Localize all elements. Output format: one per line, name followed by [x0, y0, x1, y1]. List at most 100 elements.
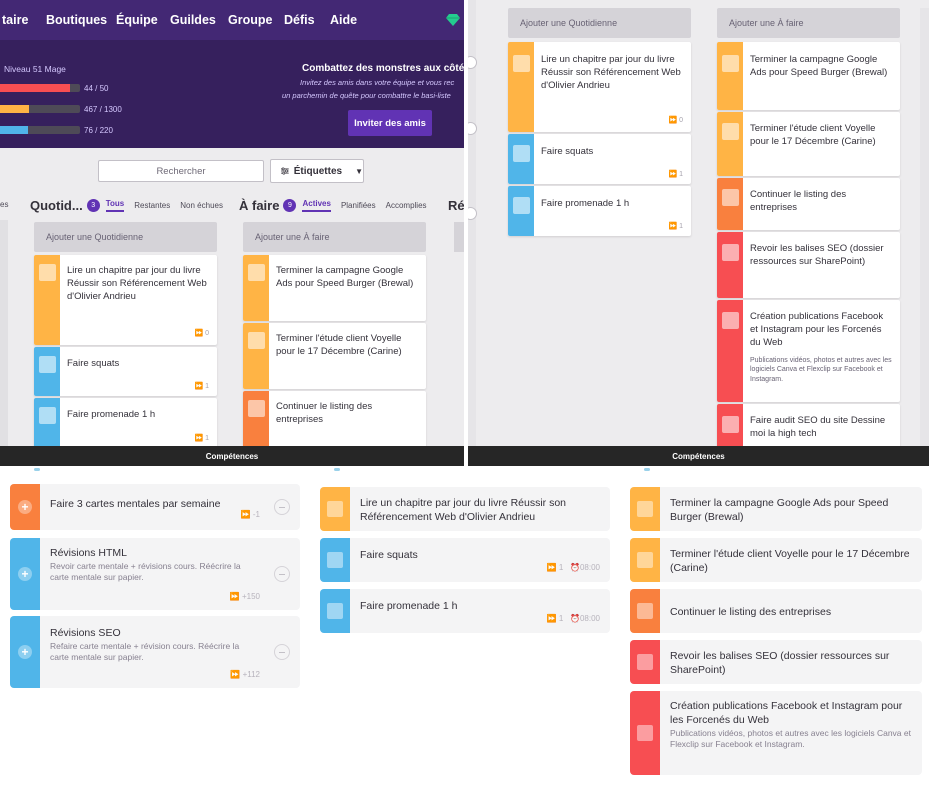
- daily-text: Lire un chapitre par jour du livre Réuss…: [541, 54, 681, 91]
- filter-non-echues[interactable]: Non échues: [180, 201, 223, 210]
- score-toggle-icon[interactable]: [468, 56, 477, 69]
- daily-checkbox[interactable]: [513, 145, 530, 162]
- daily-streak: ⏩ 1: [194, 435, 209, 442]
- minus-icon[interactable]: [274, 499, 290, 515]
- todo-checkbox[interactable]: [722, 312, 739, 329]
- todo-checkbox[interactable]: [637, 725, 653, 741]
- tags-filter-button[interactable]: Étiquettes ▼: [270, 159, 364, 183]
- daily-checkbox[interactable]: [327, 501, 343, 517]
- plus-icon[interactable]: +: [18, 567, 32, 581]
- nav-item-groupe[interactable]: Groupe: [228, 13, 273, 27]
- add-daily-input[interactable]: Ajouter une Quotidienne: [508, 8, 691, 38]
- todo-card[interactable]: Continuer le listing des entreprises: [630, 589, 922, 633]
- chevron-down-icon: ▼: [355, 166, 363, 176]
- todo-card[interactable]: Terminer l'étude client Voyelle pour le …: [717, 112, 900, 176]
- filter-actives[interactable]: Actives: [302, 199, 331, 212]
- todo-card[interactable]: Terminer l'étude client Voyelle pour le …: [630, 538, 922, 582]
- minus-icon[interactable]: [274, 566, 290, 582]
- plus-icon[interactable]: +: [18, 500, 32, 514]
- todo-checkbox[interactable]: [248, 400, 265, 417]
- todo-checkbox[interactable]: [637, 501, 653, 517]
- filter-tous[interactable]: Tous: [105, 199, 125, 212]
- daily-card[interactable]: Faire promenade 1 h ⏩ 1: [34, 398, 217, 448]
- daily-checkbox[interactable]: [39, 356, 56, 373]
- party-banner: Niveau 51 Mage 44 / 50 467 / 1300 76 / 2…: [0, 40, 464, 148]
- todo-card[interactable]: Terminer l'étude client Voyelle pour le …: [243, 323, 426, 389]
- daily-checkbox[interactable]: [327, 552, 343, 568]
- daily-checkbox[interactable]: [39, 407, 56, 424]
- invite-friends-button[interactable]: Inviter des amis: [348, 110, 432, 136]
- nav-item-aide[interactable]: Aide: [330, 13, 358, 27]
- todo-checkbox[interactable]: [637, 552, 653, 568]
- score-toggle-icon[interactable]: [468, 207, 477, 220]
- todo-card[interactable]: Continuer le listing des entreprises: [243, 391, 426, 449]
- daily-checkbox[interactable]: [513, 197, 530, 214]
- daily-card[interactable]: Faire squats ⏩ 1 ⏰08:00: [320, 538, 610, 582]
- scroll-indicator: [644, 468, 650, 471]
- filter-planifiees[interactable]: Planifiées: [340, 201, 376, 210]
- habit-card[interactable]: + Révisions HTML Revoir carte mentale + …: [10, 538, 300, 610]
- daily-card[interactable]: Lire un chapitre par jour du livre Réuss…: [34, 255, 217, 345]
- todo-card[interactable]: Revoir les balises SEO (dossier ressourc…: [717, 232, 900, 298]
- todo-card[interactable]: Continuer le listing des entreprises: [717, 178, 900, 230]
- daily-checkbox[interactable]: [327, 603, 343, 619]
- daily-streak: ⏩ 0: [668, 117, 683, 124]
- habit-card[interactable]: + Révisions SEO Refaire carte mentale + …: [10, 616, 300, 688]
- daily-card[interactable]: Lire un chapitre par jour du livre Réuss…: [508, 42, 691, 132]
- filter-accomplies[interactable]: Accomplies: [385, 201, 427, 210]
- nav-item-defis[interactable]: Défis: [284, 13, 315, 27]
- rewards-title: Ré: [448, 198, 464, 213]
- todo-checkbox[interactable]: [637, 603, 653, 619]
- gem-icon[interactable]: [446, 14, 460, 26]
- todo-card[interactable]: Terminer la campagne Google Ads pour Spe…: [243, 255, 426, 321]
- nav-item-inventaire[interactable]: taire: [2, 13, 29, 27]
- todo-card[interactable]: Terminer la campagne Google Ads pour Spe…: [717, 42, 900, 110]
- daily-card[interactable]: Lire un chapitre par jour du livre Réuss…: [320, 487, 610, 531]
- nav-item-guildes[interactable]: Guildes: [170, 13, 216, 27]
- dailies-header: Quotid... 3 Tous Restantes Non échues: [30, 198, 233, 213]
- daily-card[interactable]: Faire squats ⏩ 1: [34, 347, 217, 396]
- habits-column-edge: [468, 0, 476, 446]
- party-title: Combattez des monstres aux côtés d'a: [302, 63, 464, 74]
- todo-checkbox[interactable]: [722, 244, 739, 261]
- todo-checkbox[interactable]: [722, 123, 739, 140]
- todo-checkbox[interactable]: [722, 189, 739, 206]
- nav-item-boutiques[interactable]: Boutiques: [46, 13, 108, 27]
- minus-icon[interactable]: [274, 644, 290, 660]
- skills-bar[interactable]: Compétences: [0, 446, 464, 466]
- todo-checkbox[interactable]: [722, 416, 739, 433]
- add-daily-input[interactable]: Ajouter une Quotidienne: [34, 222, 217, 252]
- todo-checkbox[interactable]: [248, 264, 265, 281]
- sliders-icon: [281, 167, 289, 175]
- add-todo-input[interactable]: Ajouter une À faire: [243, 222, 426, 252]
- health-bar: [0, 84, 80, 92]
- add-todo-input[interactable]: Ajouter une À faire: [717, 8, 900, 38]
- nav-item-equipe[interactable]: Équipe: [116, 13, 158, 27]
- habitica-tasks-panel-left: taire Boutiques Équipe Guildes Groupe Dé…: [0, 0, 464, 466]
- filter-restantes[interactable]: Restantes: [134, 201, 171, 210]
- daily-card[interactable]: Faire promenade 1 h ⏩ 1: [508, 186, 691, 236]
- daily-card[interactable]: Faire promenade 1 h ⏩ 1 ⏰08:00: [320, 589, 610, 633]
- dailies-count-badge: 3: [86, 199, 100, 212]
- plus-icon[interactable]: +: [18, 645, 32, 659]
- score-toggle-icon[interactable]: [468, 122, 477, 135]
- daily-title: Faire promenade 1 h: [360, 600, 458, 612]
- todo-card[interactable]: Création publications Facebook et Instag…: [630, 691, 922, 775]
- daily-text: Faire promenade 1 h: [67, 409, 156, 420]
- todo-card[interactable]: Terminer la campagne Google Ads pour Spe…: [630, 487, 922, 531]
- daily-streak: ⏩ 1: [668, 171, 683, 178]
- todo-checkbox[interactable]: [248, 332, 265, 349]
- todo-checkbox[interactable]: [637, 654, 653, 670]
- daily-card[interactable]: Faire squats ⏩ 1: [508, 134, 691, 184]
- health-value: 44 / 50: [84, 84, 109, 93]
- daily-checkbox[interactable]: [39, 264, 56, 281]
- skills-bar[interactable]: Compétences: [468, 446, 929, 466]
- habits-filter-fragment[interactable]: es: [0, 200, 9, 209]
- habit-card[interactable]: + Faire 3 cartes mentales par semaine ⏩ …: [10, 484, 300, 530]
- habit-title: Faire 3 cartes mentales par semaine: [50, 498, 221, 510]
- todo-checkbox[interactable]: [722, 55, 739, 72]
- todo-card[interactable]: Création publications Facebook et Instag…: [717, 300, 900, 402]
- todo-card[interactable]: Revoir les balises SEO (dossier ressourc…: [630, 640, 922, 684]
- daily-checkbox[interactable]: [513, 55, 530, 72]
- search-input[interactable]: Rechercher: [98, 160, 264, 182]
